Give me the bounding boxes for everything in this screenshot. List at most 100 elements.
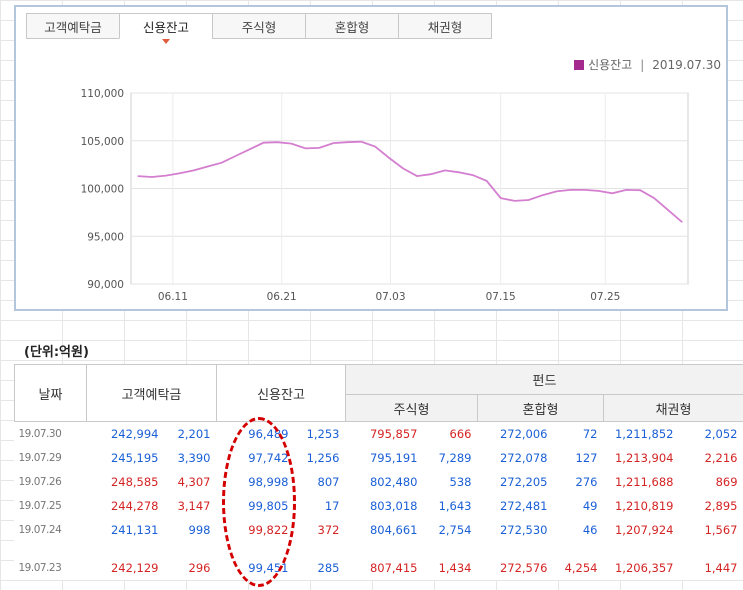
data-point (235, 155, 237, 157)
table-cell: 296 (188, 561, 211, 575)
table-cell: 1,213,904 (614, 451, 674, 465)
line-chart: 110,000 105,000 100,000 95,000 90,000 06.11 06… (81, 88, 689, 303)
table-cell: 1,206,357 (614, 561, 674, 575)
row-date: 19.07.23 (18, 562, 62, 574)
table-cell: 795,857 (369, 427, 418, 441)
data-point (151, 176, 153, 178)
table-cell: 72 (582, 427, 598, 441)
table-cell: 372 (317, 523, 340, 537)
table-cell: 1,434 (438, 561, 472, 575)
data-point (332, 142, 334, 144)
x-tick-label: 06.11 (158, 291, 188, 303)
table-cell: 4,254 (564, 561, 598, 575)
data-point (179, 172, 181, 174)
data-point (276, 141, 279, 143)
tab-deposit[interactable]: 고객예탁금 (26, 13, 120, 39)
data-point (402, 167, 404, 170)
table-cell: 803,018 (369, 499, 418, 513)
table-cell: 242,994 (110, 427, 159, 441)
tab-bond[interactable]: 채권형 (398, 13, 492, 39)
table-cell: 1,447 (704, 561, 738, 575)
data-table: 날짜 고객예탁금 신용잔고 펀드 주식형 혼합형 채권형 19.07.30 242… (14, 364, 743, 580)
data-point (541, 194, 544, 196)
data-point (625, 189, 627, 191)
table-cell: 276 (575, 475, 598, 489)
table-cell: 807 (317, 475, 340, 489)
table-cell: 244,278 (110, 499, 159, 513)
table-cell: 2,754 (438, 523, 472, 537)
data-point (653, 197, 655, 199)
table-cell: 272,205 (499, 475, 548, 489)
data-point (583, 189, 585, 191)
data-point (388, 157, 390, 159)
table-row: 19.07.25 244,278 3,147 99,805 17 803,018 1,643… (15, 494, 743, 518)
data-point (207, 165, 209, 168)
x-tick-label: 07.03 (375, 291, 405, 303)
header-bond: 채권형 (602, 394, 743, 422)
data-point (667, 209, 669, 211)
table-row: 19.07.26 248,585 4,307 98,998 807 802,480 538 2… (15, 470, 743, 494)
header-credit: 신용잔고 (216, 364, 346, 422)
table-cell: 248,585 (110, 475, 159, 489)
data-point (527, 199, 530, 201)
table-cell: 1,211,852 (614, 427, 674, 441)
data-point (248, 148, 251, 150)
data-point (611, 192, 613, 194)
data-point (374, 145, 376, 148)
data-point (416, 175, 418, 177)
x-tick-label: 06.21 (267, 291, 297, 303)
tab-mixed[interactable]: 혼합형 (305, 13, 399, 39)
legend-separator: | (640, 57, 645, 72)
tab-label: 고객예탁금 (44, 19, 102, 35)
data-point (360, 141, 362, 143)
table-cell: 272,006 (499, 427, 548, 441)
table-cell: 4,307 (177, 475, 211, 489)
table-cell: 666 (449, 427, 472, 441)
row-date: 19.07.29 (18, 452, 62, 464)
table-cell: 2,052 (704, 427, 738, 441)
tab-equity[interactable]: 주식형 (212, 13, 306, 39)
data-point (444, 169, 446, 171)
table-cell: 869 (715, 475, 738, 489)
table-cell: 998 (188, 523, 211, 537)
table-cell: 272,481 (499, 499, 548, 513)
table-cell: 46 (582, 523, 598, 537)
table-cell: 1,643 (438, 499, 472, 513)
table-row: 19.07.29 245,195 3,390 97,742 1,256 795,191 7,… (15, 446, 743, 470)
table-cell: 17 (324, 499, 340, 513)
table-row: 19.07.24 241,131 998 99,822 372 804,661 2,754 2… (15, 518, 743, 542)
legend-series: 신용잔고 (588, 58, 633, 72)
table-cell: 127 (575, 451, 598, 465)
table-cell: 3,390 (177, 451, 211, 465)
header-date: 날짜 (14, 364, 87, 422)
table-cell: 7,289 (438, 451, 472, 465)
data-point (304, 147, 306, 149)
tab-label: 채권형 (427, 19, 463, 35)
table-cell: 272,530 (499, 523, 548, 537)
table-cell: 285 (317, 561, 340, 575)
tab-label: 신용잔고 (142, 19, 189, 35)
table-cell: 2,216 (704, 451, 738, 465)
header-equity: 주식형 (345, 394, 478, 422)
chart-tabs: 고객예탁금 신용잔고 주식형 혼합형 채권형 (26, 13, 492, 44)
table-cell: 538 (449, 475, 472, 489)
row-gap (15, 542, 743, 556)
data-point (458, 171, 460, 173)
data-point (137, 175, 139, 177)
series-line-credit (137, 140, 683, 223)
table-cell: 272,078 (499, 451, 548, 465)
data-point (514, 200, 516, 202)
x-tick-label: 07.15 (486, 291, 516, 303)
table-cell: 795,191 (369, 451, 418, 465)
data-point (486, 180, 488, 182)
row-date: 19.07.24 (18, 524, 62, 536)
data-point (318, 147, 320, 149)
y-tick-label: 105,000 (81, 136, 124, 148)
table-cell: 245,195 (110, 451, 159, 465)
data-point (165, 175, 167, 177)
data-point (193, 169, 195, 171)
data-point (472, 174, 474, 176)
legend-date: 2019.07.30 (652, 57, 721, 72)
tab-credit[interactable]: 신용잔고 (119, 13, 213, 44)
header-fund: 펀드 (344, 364, 743, 395)
